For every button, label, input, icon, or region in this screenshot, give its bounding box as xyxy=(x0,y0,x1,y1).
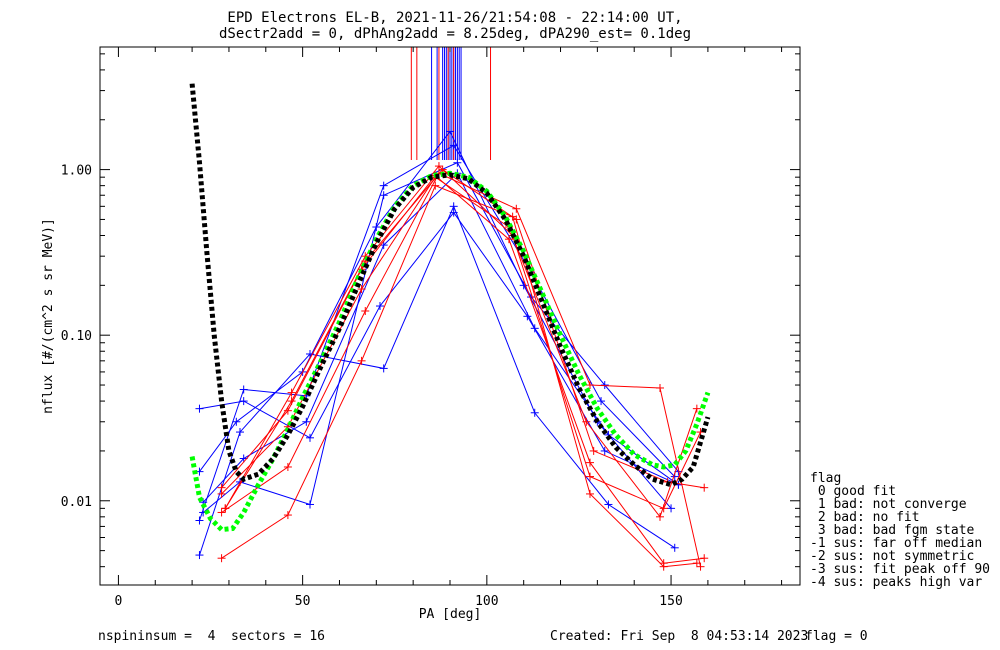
y-tick-label: 0.01 xyxy=(61,495,92,510)
data-point xyxy=(512,204,521,213)
y-tick-label: 1.00 xyxy=(61,164,92,179)
x-tick-label: 150 xyxy=(659,594,682,609)
data-point xyxy=(670,543,679,552)
data-point xyxy=(232,417,241,426)
legend-entry: 0 good fit xyxy=(810,484,896,499)
y-axis-label: nflux [#/(cm^2 s sr MeV)] xyxy=(41,218,56,414)
data-point xyxy=(604,500,613,509)
data-marks xyxy=(189,47,711,571)
data-point xyxy=(656,512,664,521)
y-tick-label: 0.10 xyxy=(61,329,92,344)
series-line-7 xyxy=(221,172,701,567)
data-point xyxy=(453,158,462,167)
data-point xyxy=(597,397,606,406)
data-point xyxy=(195,404,204,413)
data-point xyxy=(287,388,296,397)
data-point xyxy=(504,235,513,244)
x-tick-label: 50 xyxy=(295,594,311,609)
x-axis-label: PA [deg] xyxy=(419,607,482,622)
data-point xyxy=(656,383,664,392)
data-point xyxy=(379,191,388,200)
data-point xyxy=(449,208,458,217)
data-point xyxy=(302,417,311,426)
data-point xyxy=(217,483,226,492)
chart-title: EPD Electrons EL-B, 2021-11-26/21:54:08 … xyxy=(227,10,682,26)
footer-flag: flag = 0 xyxy=(805,629,868,644)
data-point xyxy=(659,559,668,568)
series-line-8 xyxy=(224,168,705,509)
series-line-12 xyxy=(189,170,711,533)
legend-entry: -3 sus: fit peak off 90 xyxy=(810,562,990,577)
data-point xyxy=(586,489,594,498)
footer-created: Created: Fri Sep 8 04:53:14 2023 xyxy=(550,629,808,644)
data-point xyxy=(195,516,204,525)
data-point xyxy=(306,433,314,442)
data-point xyxy=(283,406,292,415)
data-point xyxy=(519,281,528,290)
legend-entry: 2 bad: no fit xyxy=(810,510,920,525)
data-point xyxy=(217,554,226,563)
data-point xyxy=(283,462,292,471)
series-line-11 xyxy=(221,174,705,564)
data-point xyxy=(379,181,388,190)
data-point xyxy=(696,562,705,571)
legend-entry: -1 sus: far off median xyxy=(810,536,982,551)
data-point xyxy=(700,554,709,563)
data-point xyxy=(434,162,443,171)
legend-entry: 3 bad: bad fgm state xyxy=(810,523,975,538)
data-point xyxy=(195,551,204,560)
axes: 0 50 100 150 0.01 0.10 1.00 xyxy=(61,47,800,609)
series-line-10 xyxy=(224,165,701,510)
data-point xyxy=(239,385,248,394)
data-point xyxy=(236,428,244,437)
data-point xyxy=(512,215,521,224)
data-point xyxy=(589,446,598,455)
data-point xyxy=(530,324,539,333)
data-point xyxy=(692,404,701,413)
series-line-5 xyxy=(202,172,679,503)
data-point xyxy=(586,458,594,467)
x-tick-label: 0 xyxy=(115,594,123,609)
data-point xyxy=(659,504,668,513)
data-point xyxy=(600,446,609,455)
series-line-4 xyxy=(199,130,672,509)
data-point xyxy=(376,302,384,311)
data-point xyxy=(217,508,226,517)
series-line-13 xyxy=(189,83,711,488)
data-point xyxy=(372,223,381,232)
data-point xyxy=(586,381,594,390)
legend-entry: -4 sus: peaks high var xyxy=(810,575,982,590)
data-point xyxy=(700,483,709,492)
legend: flag 0 good fit 1 bad: not converge 2 ba… xyxy=(810,471,990,590)
legend-entry: -2 sus: not symmetric xyxy=(810,549,974,564)
data-point xyxy=(446,127,454,136)
data-point xyxy=(586,472,594,481)
series-line-0 xyxy=(199,204,675,556)
data-point xyxy=(379,364,388,373)
footer-spin-info: nspininsum = 4 sectors = 16 xyxy=(98,629,325,644)
data-point xyxy=(667,504,676,513)
data-point xyxy=(582,417,591,426)
data-point xyxy=(239,397,248,406)
data-point xyxy=(361,306,370,315)
data-point xyxy=(357,285,366,294)
data-point xyxy=(530,408,539,417)
series-line-6 xyxy=(221,184,697,568)
data-point xyxy=(357,356,366,365)
data-point xyxy=(306,500,314,509)
chart-subtitle: dSectr2add = 0, dPhAng2add = 8.25deg, dP… xyxy=(219,26,691,42)
data-point xyxy=(283,511,292,520)
x-tick-label: 100 xyxy=(475,594,498,609)
data-point xyxy=(221,504,230,513)
legend-entry: 1 bad: not converge xyxy=(810,497,967,512)
legend-heading: flag xyxy=(810,471,841,486)
series-line-2 xyxy=(199,144,676,521)
